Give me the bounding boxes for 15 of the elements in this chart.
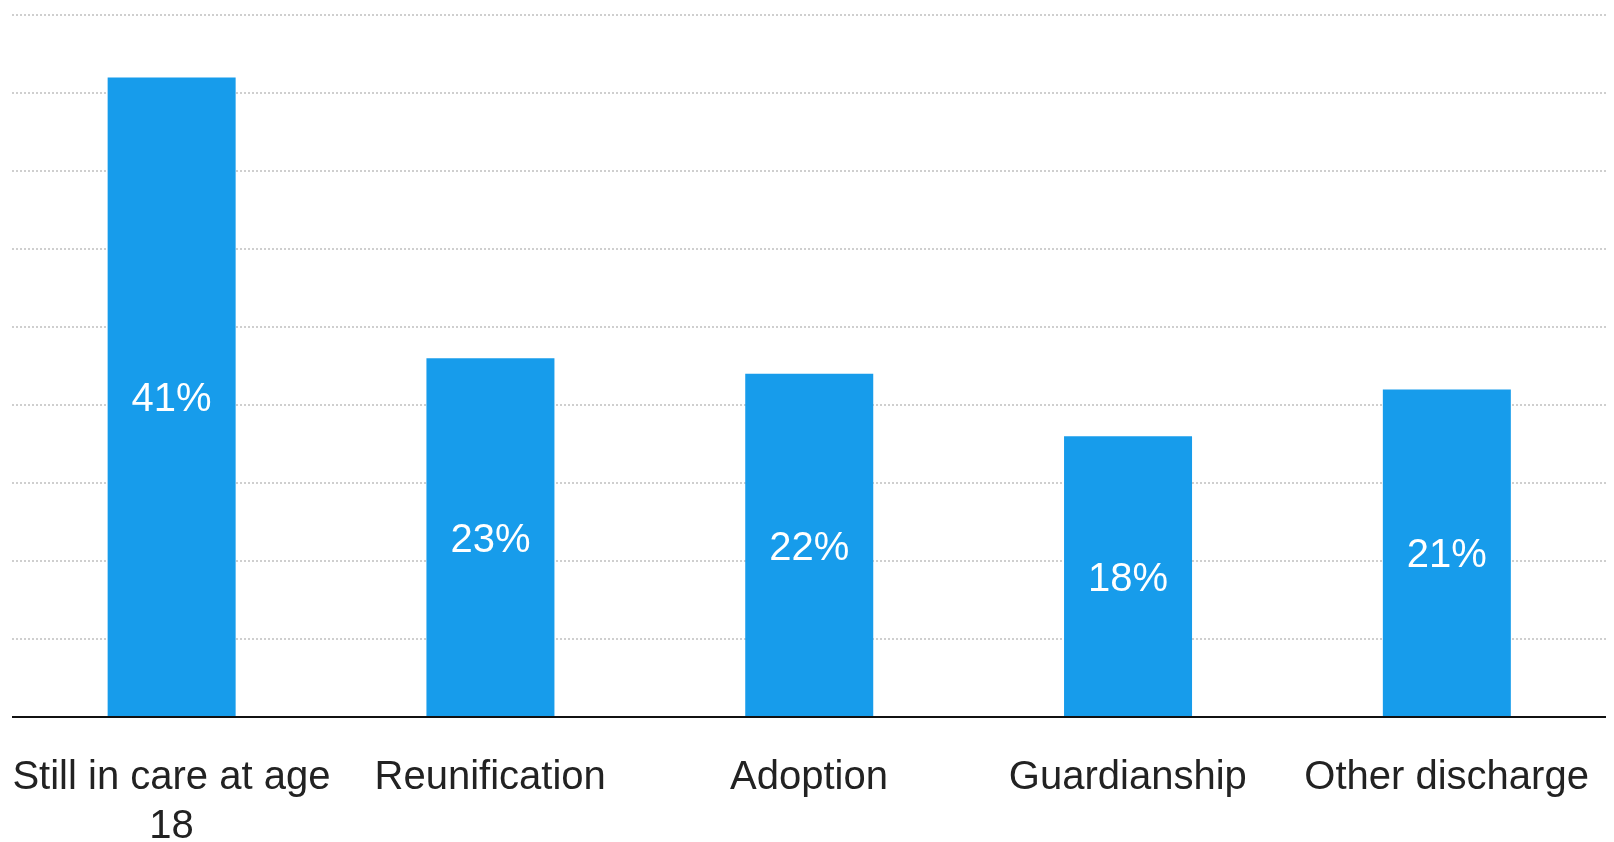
data-label: 18%	[1088, 554, 1169, 599]
x-tick-label: Guardianship	[1008, 753, 1247, 797]
bar	[1064, 436, 1193, 717]
bar	[426, 358, 555, 717]
x-tick-label: Reunification	[374, 753, 606, 797]
data-label: 41%	[131, 375, 212, 420]
bar	[107, 77, 236, 717]
bar	[745, 373, 874, 717]
x-tick-label: Other discharge	[1304, 753, 1589, 797]
x-tick-label: Still in care at age 18	[12, 753, 331, 842]
data-label: 23%	[450, 515, 531, 560]
bar	[1382, 389, 1511, 717]
x-tick-label: Adoption	[730, 753, 888, 797]
data-label: 22%	[769, 523, 850, 568]
data-label: 21%	[1406, 531, 1487, 576]
